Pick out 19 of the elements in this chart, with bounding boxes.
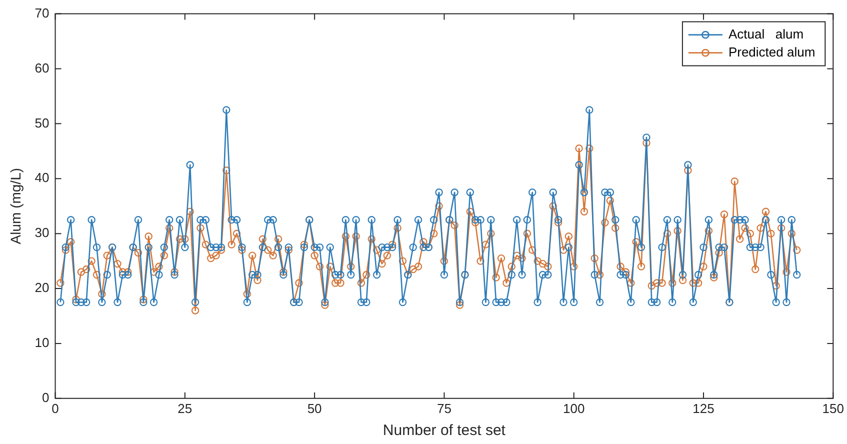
- y-tick-label: 40: [34, 170, 50, 186]
- legend-label: Predicted alum: [728, 44, 816, 60]
- y-tick-label: 20: [34, 280, 50, 296]
- y-tick-label: 0: [42, 390, 50, 405]
- y-axis-title: Alum (mg/L): [7, 168, 24, 244]
- x-tick-label: 100: [563, 400, 585, 416]
- y-tick-label: 60: [34, 60, 50, 76]
- x-tick-label: 125: [692, 400, 714, 416]
- x-tick-label: 50: [307, 400, 322, 416]
- x-tick-label: 0: [52, 400, 59, 416]
- x-tick-label: 150: [822, 400, 844, 416]
- legend-label: Actual alum: [728, 26, 804, 42]
- y-tick-label: 50: [34, 115, 50, 130]
- x-tick-label: 75: [436, 400, 452, 416]
- x-axis-title: Number of test set: [382, 422, 506, 440]
- y-tick-label: 70: [34, 5, 50, 20]
- y-tick-label: 10: [34, 335, 50, 350]
- x-tick-label: 25: [178, 400, 192, 416]
- y-tick-label: 30: [34, 225, 50, 240]
